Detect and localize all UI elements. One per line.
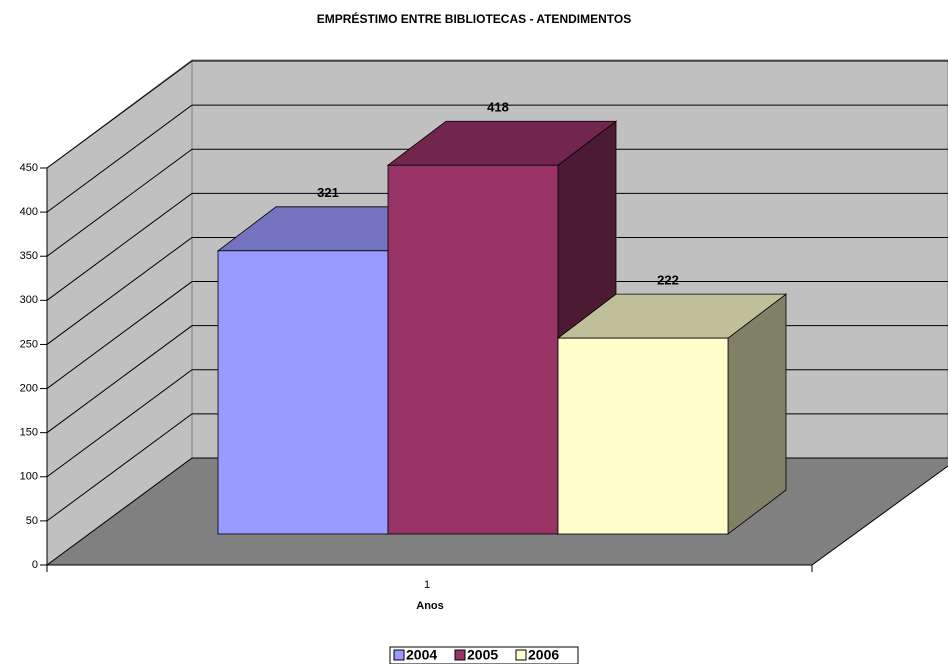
bar-front: [387, 164, 559, 535]
grid-line: [46, 281, 948, 389]
grid-line: [46, 60, 948, 169]
legend-swatch: [393, 649, 405, 661]
bar: [556, 293, 788, 535]
legend-label: 2005: [467, 647, 498, 663]
data-label: 418: [487, 100, 509, 115]
bar-front: [217, 250, 389, 535]
chart-title: EMPRÉSTIMO ENTRE BIBLIOTECAS - ATENDIMEN…: [317, 11, 631, 26]
y-tick-label: 400: [20, 206, 38, 218]
y-tick-label: 450: [20, 162, 38, 174]
legend: [389, 646, 579, 664]
y-tick-label: 50: [26, 515, 38, 527]
data-label: 222: [657, 273, 679, 288]
legend-swatch: [515, 649, 527, 661]
bar-front: [557, 337, 729, 535]
grid-line: [46, 148, 948, 257]
x-tick-label: 1: [424, 579, 430, 591]
legend-swatch: [454, 649, 466, 661]
bar: [386, 120, 618, 535]
data-label: 321: [317, 185, 339, 200]
x-axis-label: Anos: [416, 600, 444, 612]
legend-label: 2004: [406, 647, 437, 663]
y-tick-label: 350: [20, 250, 38, 262]
y-tick-label: 0: [32, 559, 38, 571]
grid-line: [46, 104, 948, 213]
y-tick-label: 300: [20, 294, 38, 306]
legend-label: 2006: [528, 647, 559, 663]
y-tick-label: 100: [20, 471, 38, 483]
y-tick-label: 250: [20, 338, 38, 350]
y-tick-label: 150: [20, 427, 38, 439]
y-tick-label: 200: [20, 382, 38, 394]
grid-line: [46, 192, 948, 301]
grid-line: [46, 236, 948, 345]
